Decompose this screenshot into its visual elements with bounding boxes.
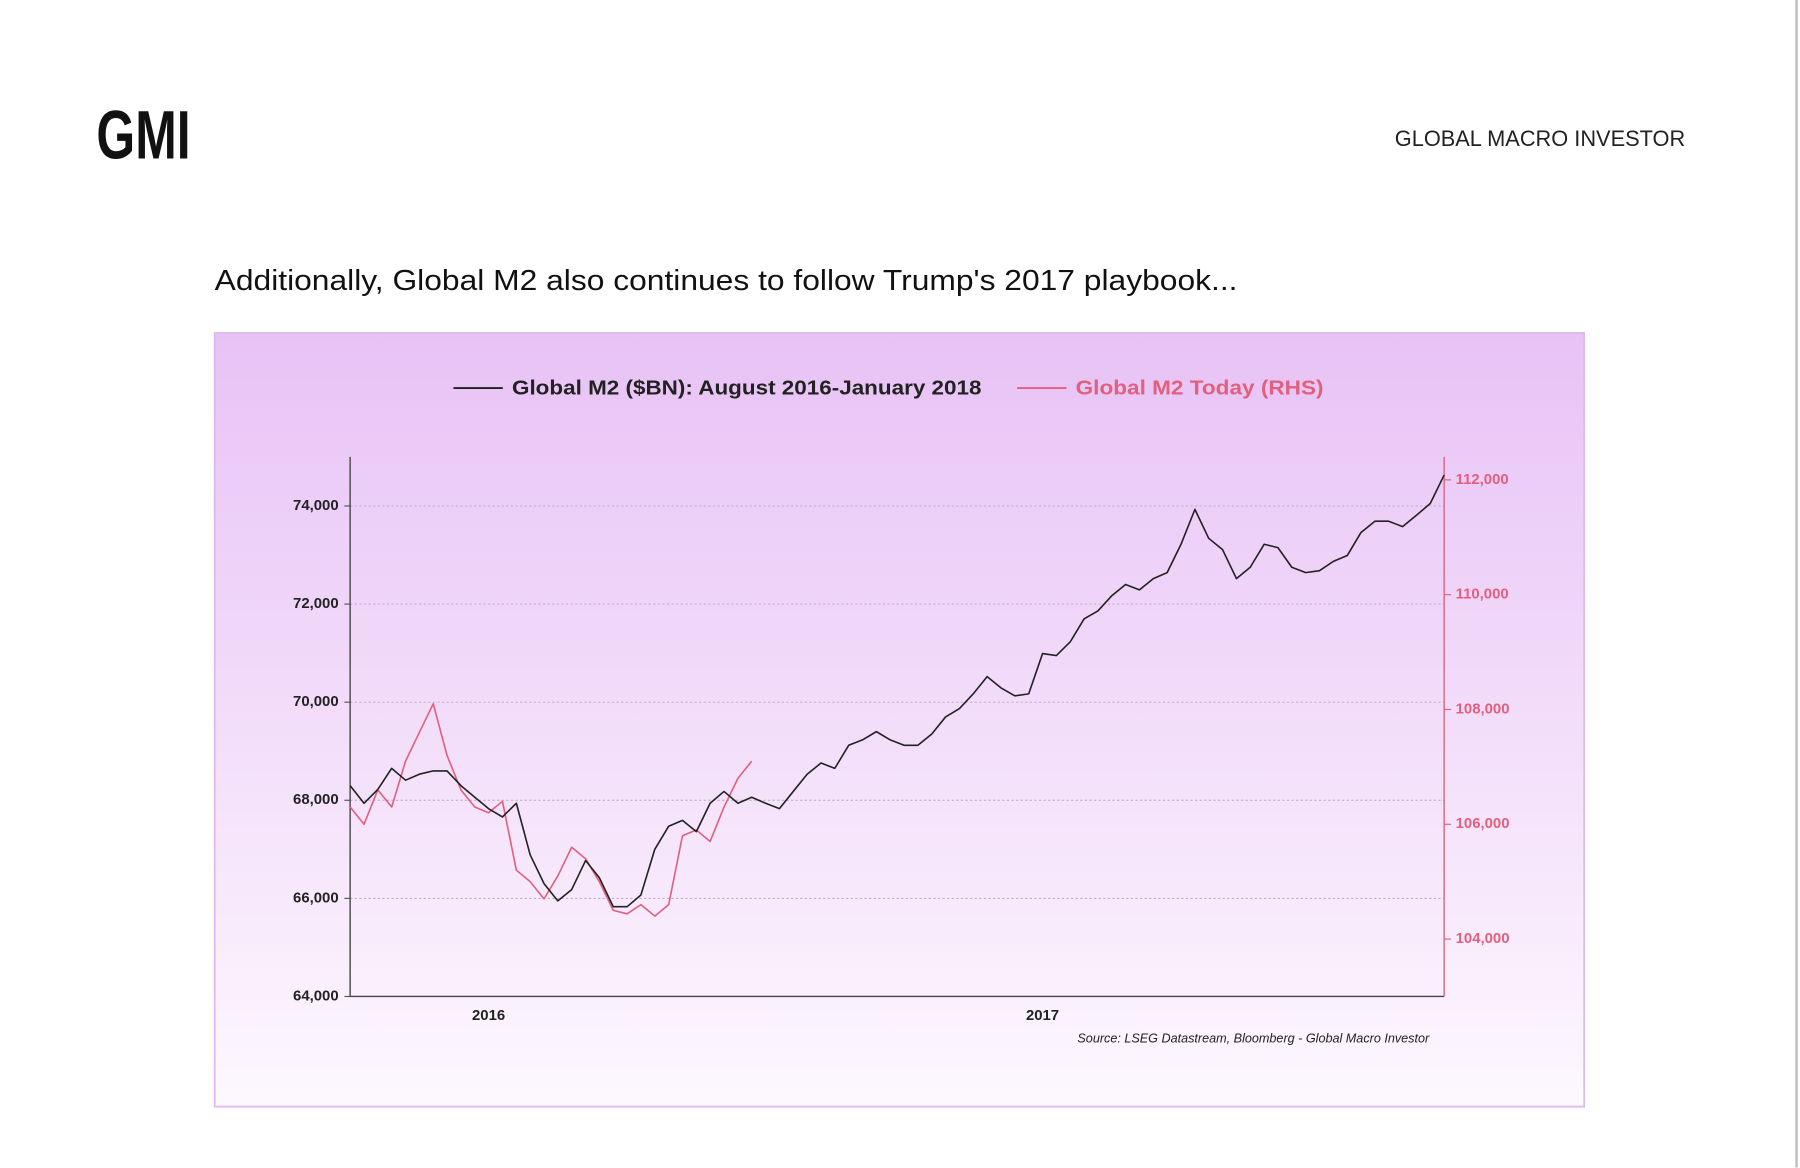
x-tick-label: 2017 <box>1026 1007 1059 1024</box>
plot: 64,000 66,000 68,000 70,000 72,000 74,000 104,… <box>293 377 1509 1024</box>
y2-tick-label: 110,000 <box>1456 586 1509 603</box>
legend-label: Global M2 Today (RHS) <box>1076 377 1324 400</box>
y-tick-label: 66,000 <box>293 889 339 906</box>
brand: GLOBAL MACRO INVESTOR <box>1395 126 1685 151</box>
y-tick-label: 74,000 <box>293 497 339 514</box>
y2-tick-label: 106,000 <box>1456 815 1510 832</box>
y2-tick-label: 108,000 <box>1456 700 1510 717</box>
y-tick-label: 68,000 <box>293 791 339 808</box>
legend-label: Global M2 ($BN): August 2016-January 201… <box>512 377 982 400</box>
y-tick-label: 64,000 <box>293 987 339 1004</box>
series-line <box>349 474 1445 908</box>
heading: Additionally, Global M2 also continues t… <box>215 265 1238 297</box>
x-tick-label: 2016 <box>472 1007 505 1024</box>
series-line <box>349 702 753 917</box>
source: Source: LSEG Datastream, Bloomberg - Glo… <box>1077 1031 1430 1045</box>
chart-panel <box>213 332 1586 1108</box>
y-tick-label: 70,000 <box>293 693 339 710</box>
y2-tick-label: 112,000 <box>1456 471 1509 488</box>
y2-tick-label: 104,000 <box>1456 930 1510 947</box>
logo: GMI <box>96 96 190 173</box>
y-tick-label: 72,000 <box>293 595 339 612</box>
